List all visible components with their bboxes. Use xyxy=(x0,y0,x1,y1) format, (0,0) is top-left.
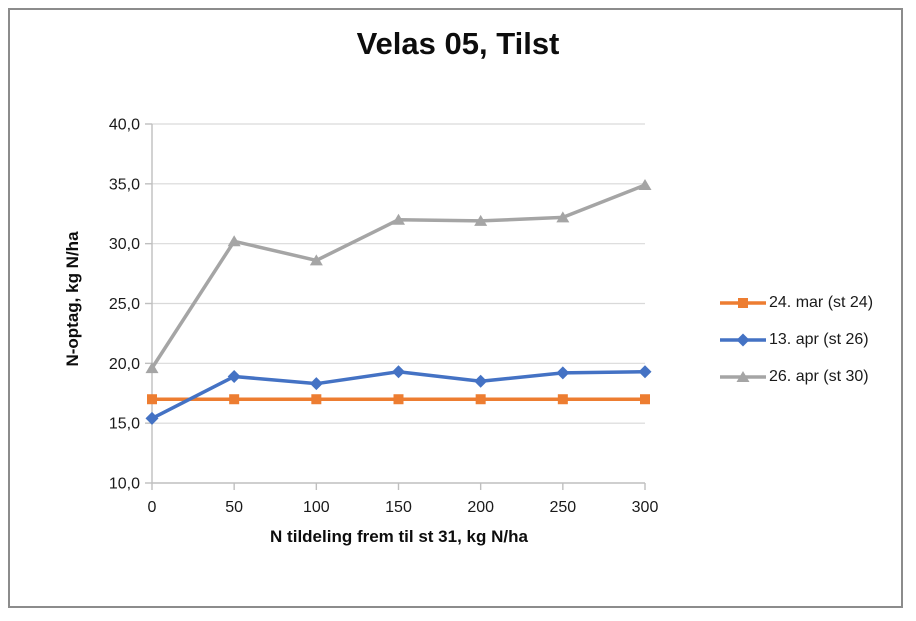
series-line-triangle xyxy=(150,183,647,370)
data-marker-triangle xyxy=(556,211,570,223)
y-tick-label: 10,0 xyxy=(109,476,140,493)
x-tick-label: 0 xyxy=(148,499,157,516)
data-marker-diamond xyxy=(145,411,159,425)
data-marker-square xyxy=(229,394,240,405)
data-marker-diamond xyxy=(227,369,241,383)
x-axis-title: N tildeling frem til st 31, kg N/ha xyxy=(270,527,528,546)
y-tick-label: 25,0 xyxy=(109,296,140,313)
chart-frame-border xyxy=(8,8,903,608)
x-tick-label: 150 xyxy=(385,499,412,516)
legend-item-26-apr: 26. apr (st 30) xyxy=(720,362,873,392)
y-tick-label: 35,0 xyxy=(109,176,140,193)
data-marker-triangle xyxy=(227,235,241,247)
y-tick-label: 15,0 xyxy=(109,416,140,433)
legend-marker-square-icon xyxy=(738,298,748,308)
legend-label: 24. mar (st 24) xyxy=(769,294,874,311)
x-tick-label: 100 xyxy=(303,499,330,516)
data-marker-diamond xyxy=(638,365,652,379)
data-marker-diamond xyxy=(556,366,570,380)
legend-item-13-apr: 13. apr (st 26) xyxy=(720,325,873,355)
data-marker-square xyxy=(557,394,568,405)
x-tick-label: 200 xyxy=(467,499,494,516)
legend-swatch-square-icon xyxy=(720,298,766,308)
y-tick-label: 20,0 xyxy=(109,356,140,373)
data-marker-triangle xyxy=(309,254,323,266)
legend-label: 26. apr (st 30) xyxy=(769,368,869,385)
data-marker-square xyxy=(311,394,322,405)
y-tick-label: 40,0 xyxy=(109,117,140,134)
legend-label: 13. apr (st 26) xyxy=(769,331,869,348)
data-marker-square xyxy=(393,394,404,405)
legend-swatch-triangle-icon xyxy=(720,371,766,382)
x-tick-label: 250 xyxy=(549,499,576,516)
data-marker-diamond xyxy=(392,365,405,379)
legend-marker-triangle-icon xyxy=(736,371,750,382)
data-marker-diamond xyxy=(474,374,488,388)
chart-title: Velas 05, Tilst xyxy=(356,26,560,61)
legend-marker-diamond-icon xyxy=(736,333,750,347)
data-marker-square xyxy=(475,394,486,405)
data-marker-square xyxy=(640,394,650,405)
data-marker-square xyxy=(147,394,157,405)
x-tick-label: 50 xyxy=(225,499,243,516)
data-marker-triangle xyxy=(145,362,159,374)
x-tick-label: 300 xyxy=(632,499,659,516)
data-marker-triangle xyxy=(474,214,488,226)
y-tick-label: 30,0 xyxy=(109,236,140,253)
legend: 24. mar (st 24) 13. apr (st 26) 26. apr … xyxy=(720,288,873,399)
legend-swatch-diamond-icon xyxy=(720,333,766,347)
data-marker-diamond xyxy=(309,377,323,391)
legend-item-24-mar: 24. mar (st 24) xyxy=(720,288,873,318)
data-marker-triangle xyxy=(392,213,405,225)
data-marker-triangle xyxy=(638,179,652,191)
y-axis-title: N-optag, kg N/ha xyxy=(63,231,82,367)
